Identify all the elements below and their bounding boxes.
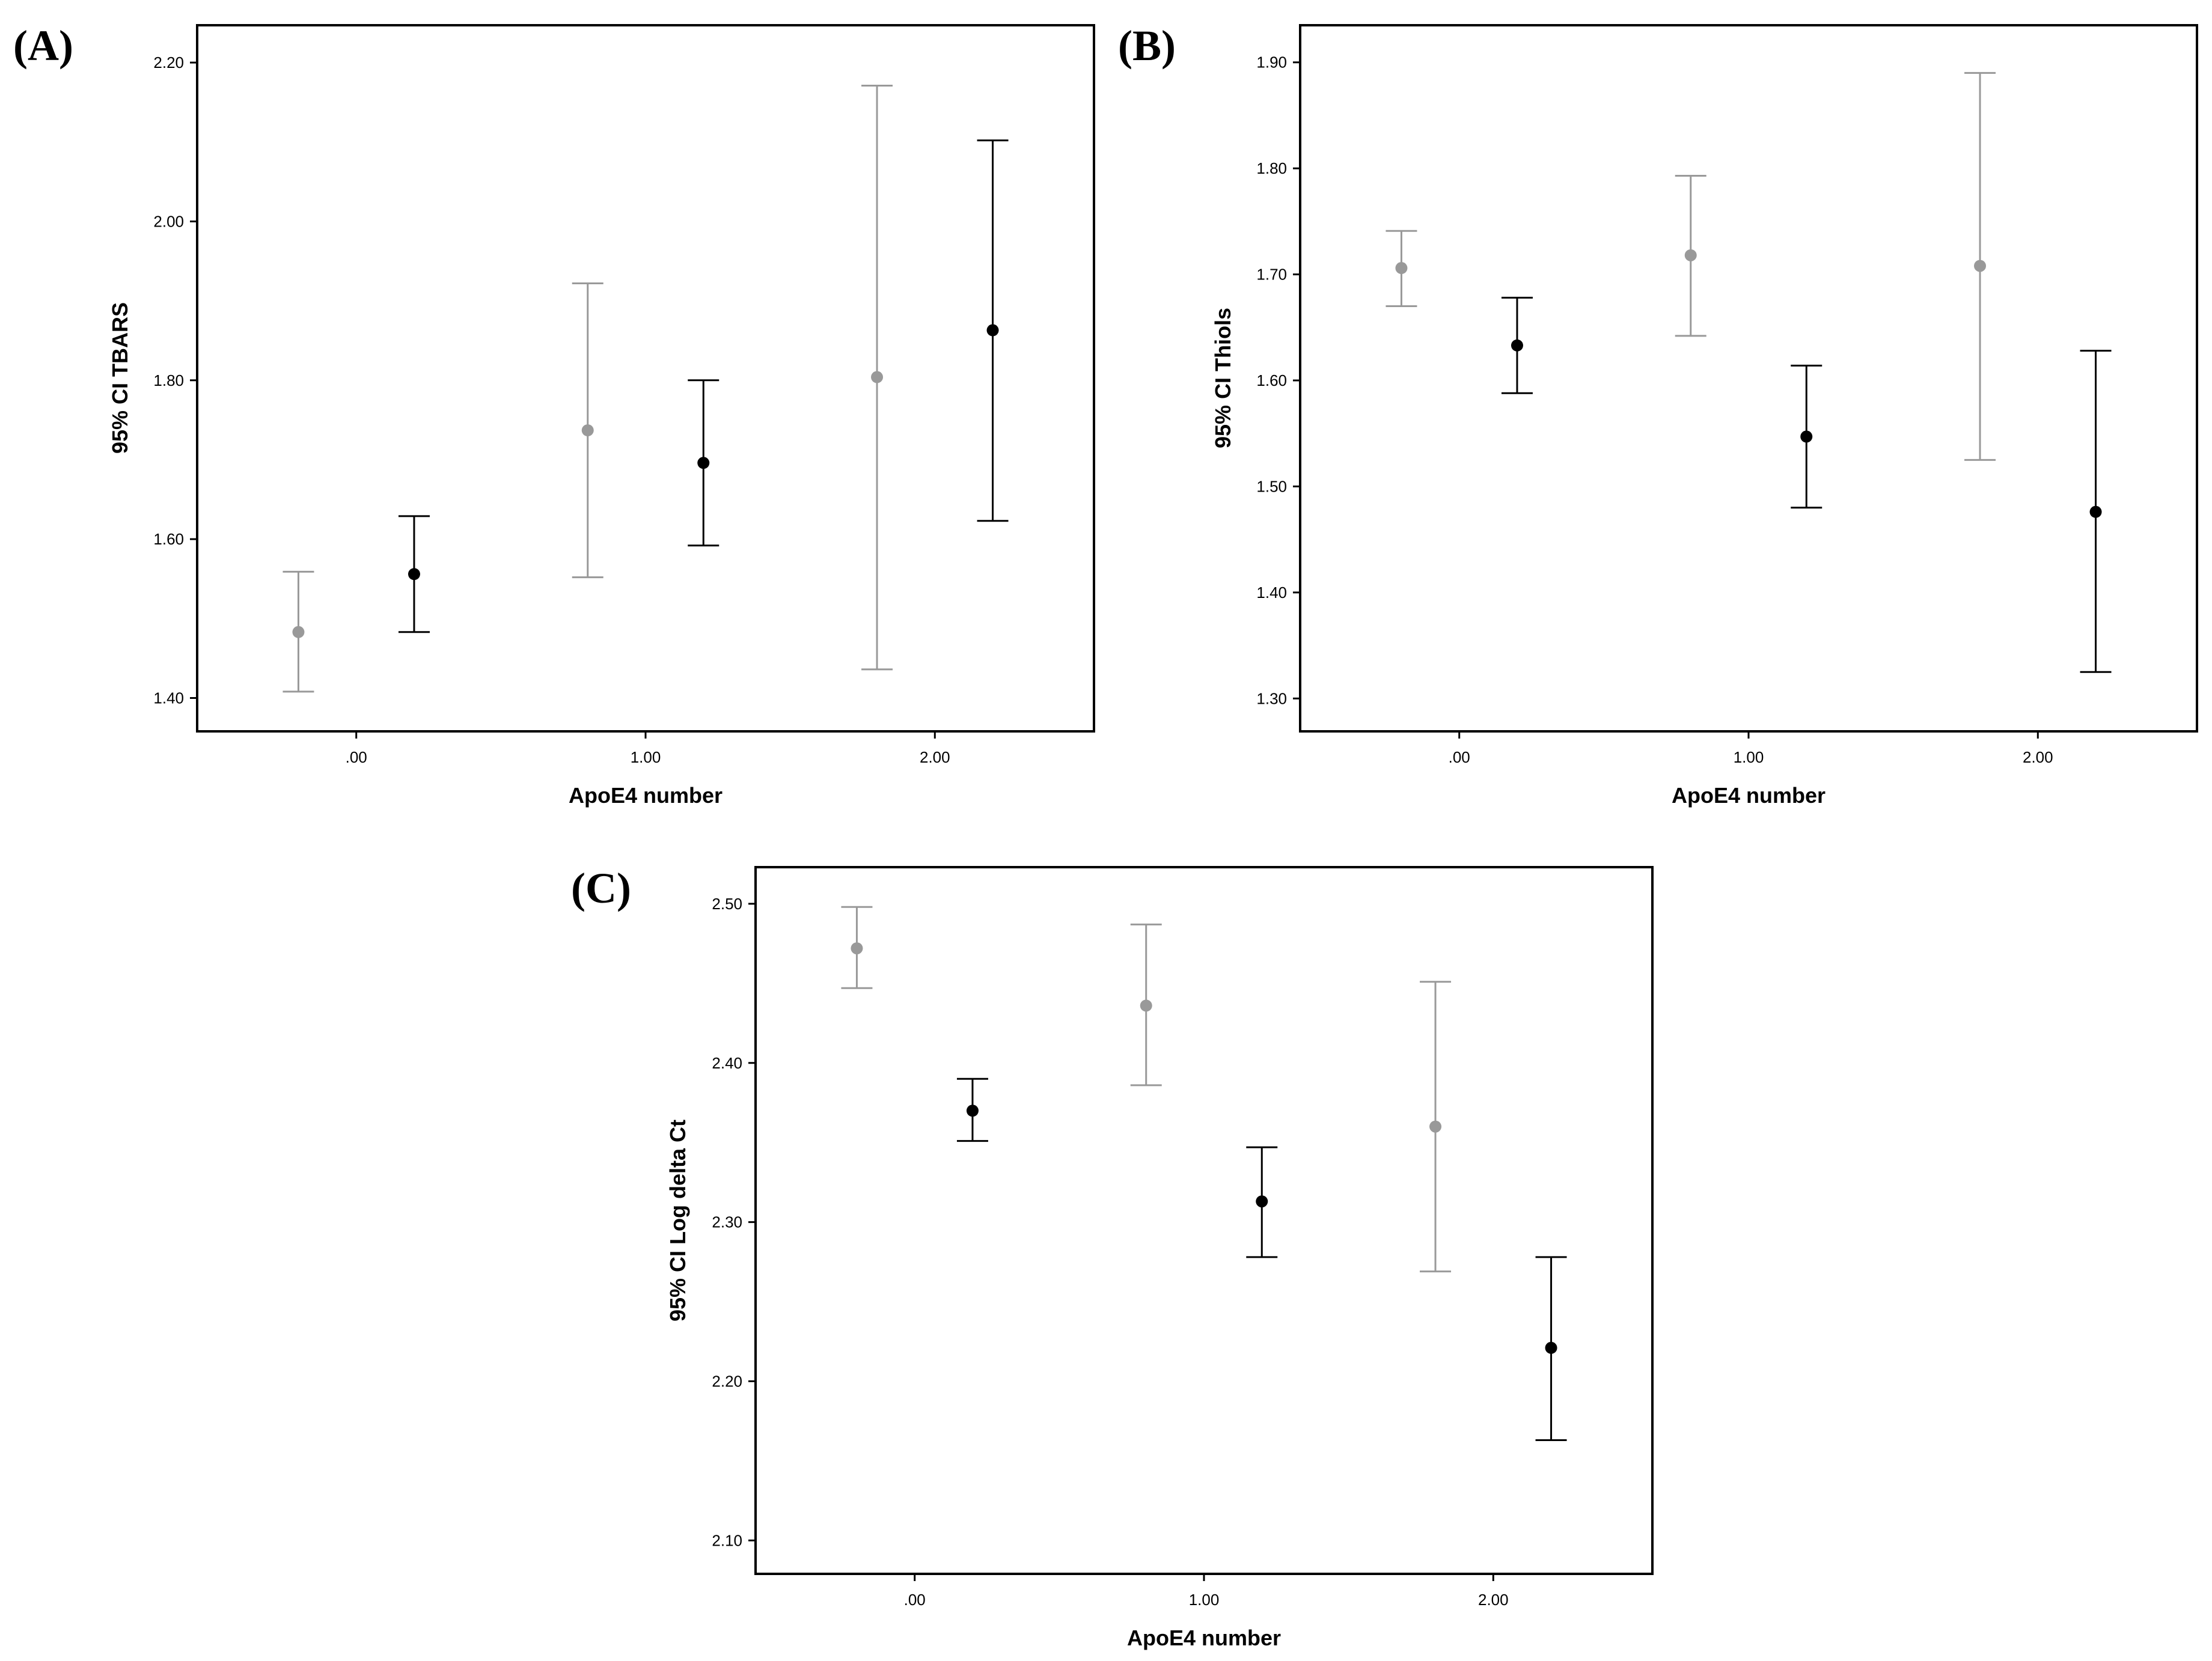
x-ticks-c: .00 1.00 2.00 [904, 1574, 1509, 1609]
y-tick-label-a: 2.00 [153, 212, 184, 230]
error-bars-b [1386, 72, 2112, 673]
x-ticks-b: .00 1.00 2.00 [1449, 731, 2053, 766]
x-tick-label-a: 2.00 [920, 748, 950, 766]
x-tick-label-a: .00 [346, 748, 367, 766]
x-tick-label-c: 2.00 [1478, 1591, 1509, 1609]
x-tick-label-a: 1.00 [631, 748, 661, 766]
series-1-a [283, 84, 893, 693]
panel-label-c: (C) [571, 864, 631, 912]
y-ticks-c: 2.10 2.20 2.30 2.40 2.50 [712, 895, 756, 1549]
y-tick-label-c: 2.20 [712, 1373, 742, 1391]
mean-point-b [1511, 339, 1523, 352]
error-bars-a [283, 84, 1009, 693]
mean-point-a [986, 324, 999, 337]
y-tick-label-a: 1.80 [153, 371, 184, 389]
y-axis-title-a: 95% CI TBARS [108, 302, 132, 454]
y-tick-label-c: 2.40 [712, 1054, 742, 1072]
panel-label-a: (A) [13, 22, 73, 70]
panel-label-b: (B) [1118, 22, 1176, 70]
x-ticks-a: .00 1.00 2.00 [346, 731, 950, 766]
mean-point-b [1395, 262, 1408, 275]
x-tick-label-c: 1.00 [1189, 1591, 1220, 1609]
y-tick-label-b: 1.40 [1256, 584, 1287, 602]
panel-c: (C) 2.10 2.20 2.30 2.40 2.50 .00 1.00 2.00 Apo… [571, 864, 1654, 1650]
panel-a: (A) 1.40 1.60 1.80 2.00 2.20 .00 1.00 2.00 Apo… [13, 22, 1095, 808]
mean-point-b [2089, 505, 2102, 518]
series-2-a [398, 139, 1009, 633]
y-axis-title-b: 95% CI Thiols [1211, 308, 1235, 448]
mean-point-b [1684, 249, 1697, 261]
y-tick-label-a: 2.20 [153, 53, 184, 72]
series-1-c [841, 906, 1452, 1273]
mean-point-a [581, 424, 594, 437]
series-1-b [1386, 72, 1996, 461]
y-tick-label-c: 2.10 [712, 1531, 742, 1549]
series-2-c [956, 1077, 1567, 1442]
y-axis-title-c: 95% CI Log delta Ct [665, 1120, 690, 1321]
mean-point-a [871, 371, 884, 383]
y-tick-label-a: 1.40 [153, 689, 184, 707]
y-tick-label-b: 1.50 [1256, 477, 1287, 495]
x-tick-label-c: .00 [904, 1591, 926, 1609]
mean-point-a [408, 568, 420, 581]
y-tick-label-b: 1.70 [1256, 266, 1287, 284]
y-tick-label-b: 1.60 [1256, 371, 1287, 389]
panel-b: (B) 1.30 1.40 1.50 1.60 1.70 1.80 1.90 .00 1.00… [1118, 22, 2198, 808]
mean-point-a [697, 457, 710, 469]
y-ticks-a: 1.40 1.60 1.80 2.00 2.20 [153, 53, 197, 707]
y-tick-label-c: 2.30 [712, 1213, 742, 1231]
y-tick-label-c: 2.50 [712, 895, 742, 913]
x-tick-label-b: 1.00 [1734, 748, 1764, 766]
mean-point-c [851, 942, 863, 955]
y-tick-label-b: 1.80 [1256, 159, 1287, 177]
series-2-b [1501, 296, 2112, 673]
error-bars-c [841, 906, 1567, 1442]
mean-point-c [1429, 1120, 1442, 1133]
y-tick-label-b: 1.90 [1256, 53, 1287, 72]
y-tick-label-b: 1.30 [1256, 689, 1287, 707]
y-ticks-b: 1.30 1.40 1.50 1.60 1.70 1.80 1.90 [1256, 53, 1300, 707]
x-axis-title-a: ApoE4 number [569, 783, 723, 808]
x-tick-label-b: 2.00 [2023, 748, 2053, 766]
mean-point-c [1140, 999, 1152, 1012]
mean-point-c [1545, 1341, 1557, 1354]
mean-point-b [1974, 260, 1987, 272]
mean-point-c [966, 1105, 979, 1117]
y-tick-label-a: 1.60 [153, 530, 184, 548]
x-axis-title-b: ApoE4 number [1672, 783, 1826, 808]
x-tick-label-b: .00 [1449, 748, 1470, 766]
mean-point-a [292, 626, 305, 638]
mean-point-c [1256, 1195, 1268, 1208]
x-axis-title-c: ApoE4 number [1127, 1626, 1281, 1650]
mean-point-b [1800, 430, 1813, 443]
